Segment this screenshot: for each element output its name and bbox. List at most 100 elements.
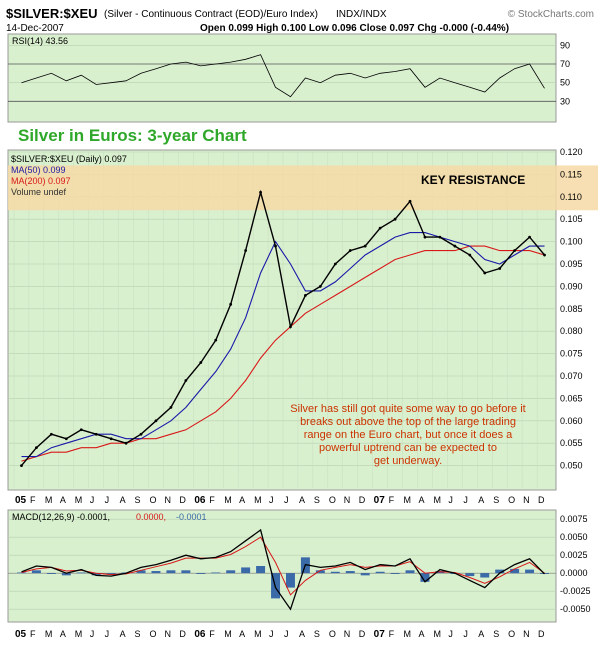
- x-tick-label: J: [90, 495, 95, 505]
- y-tick-label: 0.080: [560, 326, 583, 336]
- macd-histogram-bar: [390, 573, 400, 574]
- price-point: [318, 285, 322, 288]
- macd-histogram-bar: [360, 573, 370, 576]
- macd-histogram-bar: [226, 570, 236, 574]
- y-tick-label: 0.070: [560, 371, 583, 381]
- rsi-panel-bg: [7, 33, 557, 123]
- x-tick-label: M: [75, 495, 83, 505]
- x-tick-label: J: [90, 629, 95, 639]
- x-tick-label: A: [478, 629, 484, 639]
- x-tick-label: S: [314, 629, 320, 639]
- price-point: [453, 244, 457, 248]
- price-point: [468, 253, 472, 257]
- macd-line: [21, 528, 545, 611]
- rsi-tick-label: 30: [560, 96, 570, 106]
- legend-volume: Volume undef: [11, 187, 67, 197]
- x-tick-label: N: [523, 495, 530, 505]
- header-symbol: $SILVER:$XEU: [6, 6, 98, 21]
- x-tick-label: M: [45, 629, 53, 639]
- macd-tick-label: 0.0075: [560, 514, 588, 524]
- ma200-line: [21, 245, 545, 462]
- price-point: [20, 464, 23, 467]
- price-point: [214, 338, 218, 342]
- x-tick-label: O: [508, 495, 515, 505]
- x-tick-label: A: [60, 495, 66, 505]
- x-tick-label: S: [314, 495, 320, 505]
- macd-histogram-bar: [375, 571, 385, 574]
- stockcharts-watermark: © StockCharts.com: [508, 9, 594, 20]
- x-tick-label: 05: [15, 629, 27, 640]
- price-point: [199, 361, 203, 364]
- macd-histogram-bar: [510, 568, 520, 574]
- macd-histogram-bar: [16, 572, 26, 574]
- price-point: [543, 253, 546, 257]
- macd-signal-line: [21, 536, 545, 596]
- x-tick-label: J: [463, 495, 468, 505]
- x-tick-label: N: [164, 495, 171, 505]
- macd-tick-label: 0.0000: [560, 568, 588, 578]
- y-tick-label: 0.115: [560, 169, 582, 179]
- y-tick-label: 0.075: [560, 349, 583, 359]
- x-tick-label: J: [105, 629, 110, 639]
- macd-histogram-bar: [495, 569, 505, 574]
- macd-histogram-bar: [151, 571, 161, 574]
- x-tick-label: F: [209, 629, 215, 639]
- macd-histogram-bar: [285, 573, 295, 588]
- macd-histogram-bar: [256, 566, 266, 574]
- annotation-line: Silver has still got quite some way to g…: [290, 403, 525, 415]
- rsi-line: [21, 54, 545, 98]
- x-tick-label: F: [30, 629, 36, 639]
- x-tick-label: D: [538, 495, 545, 505]
- x-tick-label: 07: [374, 629, 386, 640]
- price-point: [393, 217, 397, 221]
- x-tick-label: A: [60, 629, 66, 639]
- y-tick-label: 0.110: [560, 192, 582, 202]
- price-point: [49, 432, 53, 436]
- x-tick-label: A: [120, 495, 126, 505]
- macd-tick-label: -0.0025: [560, 586, 591, 596]
- price-line: [20, 189, 546, 467]
- x-tick-label: 06: [194, 495, 206, 506]
- price-point: [274, 244, 277, 248]
- x-tick-label: M: [254, 495, 262, 505]
- price-point: [528, 235, 531, 239]
- macd-histogram-bar: [420, 573, 430, 582]
- x-tick-label: O: [150, 629, 157, 639]
- rsi-tick-label: 90: [560, 40, 570, 50]
- x-tick-label: M: [224, 495, 232, 505]
- x-tick-label: 07: [374, 495, 386, 506]
- x-tick-label: D: [179, 629, 186, 639]
- macd-histogram-bar: [345, 571, 355, 574]
- x-tick-label: O: [150, 495, 157, 505]
- annotation-line: breaks out above the top of the large tr…: [300, 416, 516, 428]
- price-point: [513, 249, 517, 252]
- macd-histogram-bar: [106, 573, 116, 575]
- y-tick-label: 0.090: [560, 281, 583, 291]
- macd-histogram-bar: [525, 569, 535, 574]
- annotation-line: get underway.: [374, 455, 442, 467]
- y-tick-label: 0.100: [560, 237, 583, 247]
- x-tick-label: J: [284, 629, 289, 639]
- price-point: [289, 325, 292, 329]
- annotation-line: range on the Euro chart, but once it doe…: [304, 429, 513, 441]
- price-point: [244, 249, 248, 252]
- macd-label-hist: -0.0001: [176, 512, 207, 522]
- macd-label-signal: 0.0000,: [136, 512, 166, 522]
- y-tick-label: 0.065: [560, 393, 583, 403]
- price-point: [363, 244, 367, 248]
- x-tick-label: A: [239, 629, 245, 639]
- macd-histogram-bar: [211, 572, 221, 574]
- x-tick-label: M: [404, 495, 412, 505]
- price-point: [124, 441, 128, 445]
- price-point: [498, 267, 502, 270]
- rsi-tick-label: 50: [560, 78, 570, 88]
- x-tick-label: A: [120, 629, 126, 639]
- x-tick-label: O: [329, 629, 336, 639]
- price-point: [408, 199, 412, 203]
- legend-price: $SILVER:$XEU (Daily) 0.097: [11, 154, 127, 164]
- x-tick-label: A: [478, 495, 484, 505]
- x-tick-label: F: [30, 495, 36, 505]
- macd-histogram-bar: [46, 573, 56, 574]
- macd-histogram-bar: [31, 570, 41, 574]
